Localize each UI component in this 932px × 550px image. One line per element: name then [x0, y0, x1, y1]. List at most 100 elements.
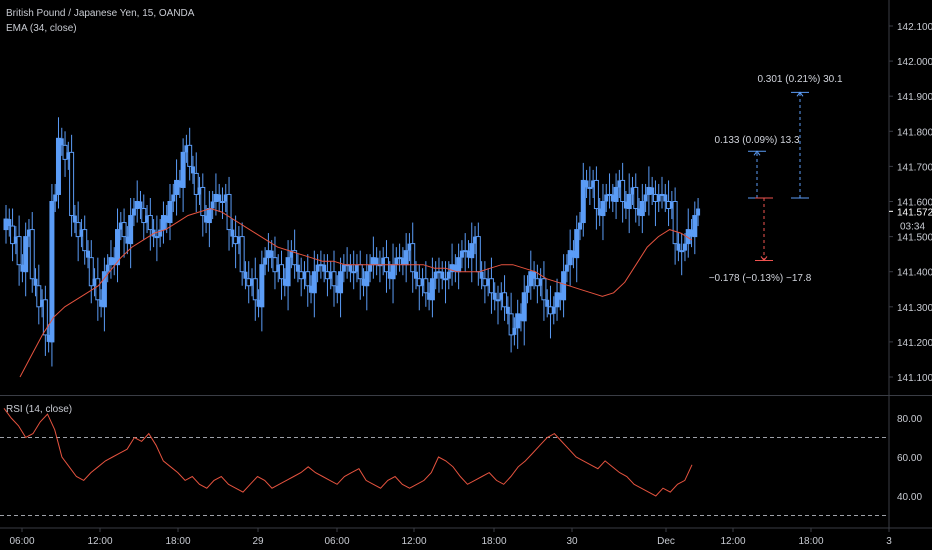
- candle-body: [279, 264, 285, 280]
- candle-body: [59, 138, 64, 146]
- candle-body: [637, 208, 642, 216]
- rsi-tick-label: 80.00: [897, 414, 922, 425]
- time-tick-label: 18:00: [481, 536, 506, 547]
- candle-body: [305, 271, 311, 287]
- candle-body: [381, 257, 386, 265]
- candle-body: [158, 229, 163, 237]
- candle-body: [486, 278, 491, 286]
- candle-body: [311, 271, 317, 294]
- symbol-legend: British Pound / Japanese Yen, 15, OANDA: [6, 8, 195, 19]
- rsi-tick-label: 40.00: [897, 492, 922, 503]
- price-tick-label: 141.500: [897, 233, 932, 244]
- candle-body: [499, 292, 504, 300]
- candle-body: [387, 271, 392, 279]
- price-tick-label: 141.600: [897, 198, 932, 209]
- candle-body: [407, 243, 412, 251]
- time-tick-label: 18:00: [165, 536, 190, 547]
- candle-body: [131, 208, 136, 216]
- candle-body: [289, 250, 294, 258]
- ema-legend: EMA (34, close): [6, 23, 77, 34]
- candle-body: [190, 166, 195, 174]
- candle-body: [446, 271, 451, 279]
- candle-body: [669, 201, 674, 209]
- candle-body: [696, 208, 701, 216]
- candle-body: [580, 179, 586, 224]
- candle-body: [177, 180, 182, 188]
- rsi-line: [3, 408, 693, 497]
- candle-body: [20, 264, 25, 272]
- candle-body: [390, 264, 396, 280]
- ema-line: [19, 207, 693, 378]
- candle-body: [193, 172, 199, 195]
- candle-body: [541, 278, 547, 301]
- candle-body: [368, 264, 373, 272]
- candle-body: [99, 299, 104, 307]
- candle-body: [505, 306, 510, 314]
- time-tick-label: 29: [252, 536, 264, 547]
- candle-body: [302, 271, 307, 279]
- candle-body: [453, 264, 458, 272]
- price-tick-label: 141.800: [897, 127, 932, 138]
- candle-body: [250, 278, 254, 286]
- candle-body: [473, 236, 478, 244]
- candle-body: [443, 278, 449, 281]
- candle-body: [33, 278, 38, 286]
- candle-body: [587, 186, 593, 189]
- time-tick-label: 30: [566, 536, 578, 547]
- candle-body: [459, 250, 464, 258]
- candle-body: [49, 201, 55, 343]
- candle-body: [42, 299, 48, 336]
- candle-body: [663, 194, 668, 202]
- candle-body: [475, 236, 481, 273]
- time-tick-label: 06:00: [324, 536, 349, 547]
- candle-body: [331, 271, 337, 287]
- time-tick-label: 12:00: [87, 536, 112, 547]
- candle-body: [604, 194, 609, 202]
- candle-body: [23, 236, 29, 273]
- candle-body: [593, 179, 599, 210]
- candle-body: [86, 250, 90, 258]
- last-price-label: 141.572: [897, 207, 932, 218]
- candle-body: [230, 229, 235, 237]
- time-tick-label: 12:00: [401, 536, 426, 547]
- candle-body: [488, 278, 494, 294]
- candle-body: [578, 222, 582, 230]
- candle-body: [692, 215, 698, 238]
- candle-body: [456, 257, 462, 273]
- price-tick-label: 141.200: [897, 338, 932, 349]
- price-tick-label: 141.900: [897, 92, 932, 103]
- price-tick-label: 142.000: [897, 57, 932, 68]
- candle-body: [410, 243, 416, 273]
- candle-body: [138, 201, 143, 209]
- candle-body: [315, 264, 320, 272]
- candle-body: [623, 201, 628, 209]
- candle-body: [236, 236, 241, 244]
- measure-label: −0.178 (−0.13%) −17.8: [709, 273, 812, 284]
- candle-body: [197, 187, 202, 195]
- price-tick-label: 141.300: [897, 303, 932, 314]
- candle-body: [328, 271, 333, 279]
- candle-body: [121, 222, 127, 238]
- candle-body: [348, 264, 353, 272]
- candle-body: [676, 243, 681, 251]
- candle-body: [200, 186, 206, 217]
- candle-body: [269, 250, 274, 258]
- candle-body: [322, 264, 327, 272]
- candle-body: [357, 264, 363, 280]
- candle-body: [479, 271, 484, 279]
- candle-body: [620, 179, 626, 203]
- time-tick-label: 3: [886, 536, 892, 547]
- candle-body: [364, 271, 370, 287]
- candle-body: [429, 278, 435, 301]
- candle-body: [656, 194, 661, 202]
- price-tick-label: 141.100: [897, 373, 932, 384]
- candle-body: [564, 264, 569, 272]
- measure-arrow: [796, 91, 804, 97]
- candle-body: [613, 186, 619, 203]
- candle-body: [626, 193, 632, 210]
- candle-body: [354, 264, 359, 272]
- candle-body: [10, 225, 16, 245]
- price-tick-label: 142.100: [897, 22, 932, 33]
- candle-body: [36, 285, 42, 308]
